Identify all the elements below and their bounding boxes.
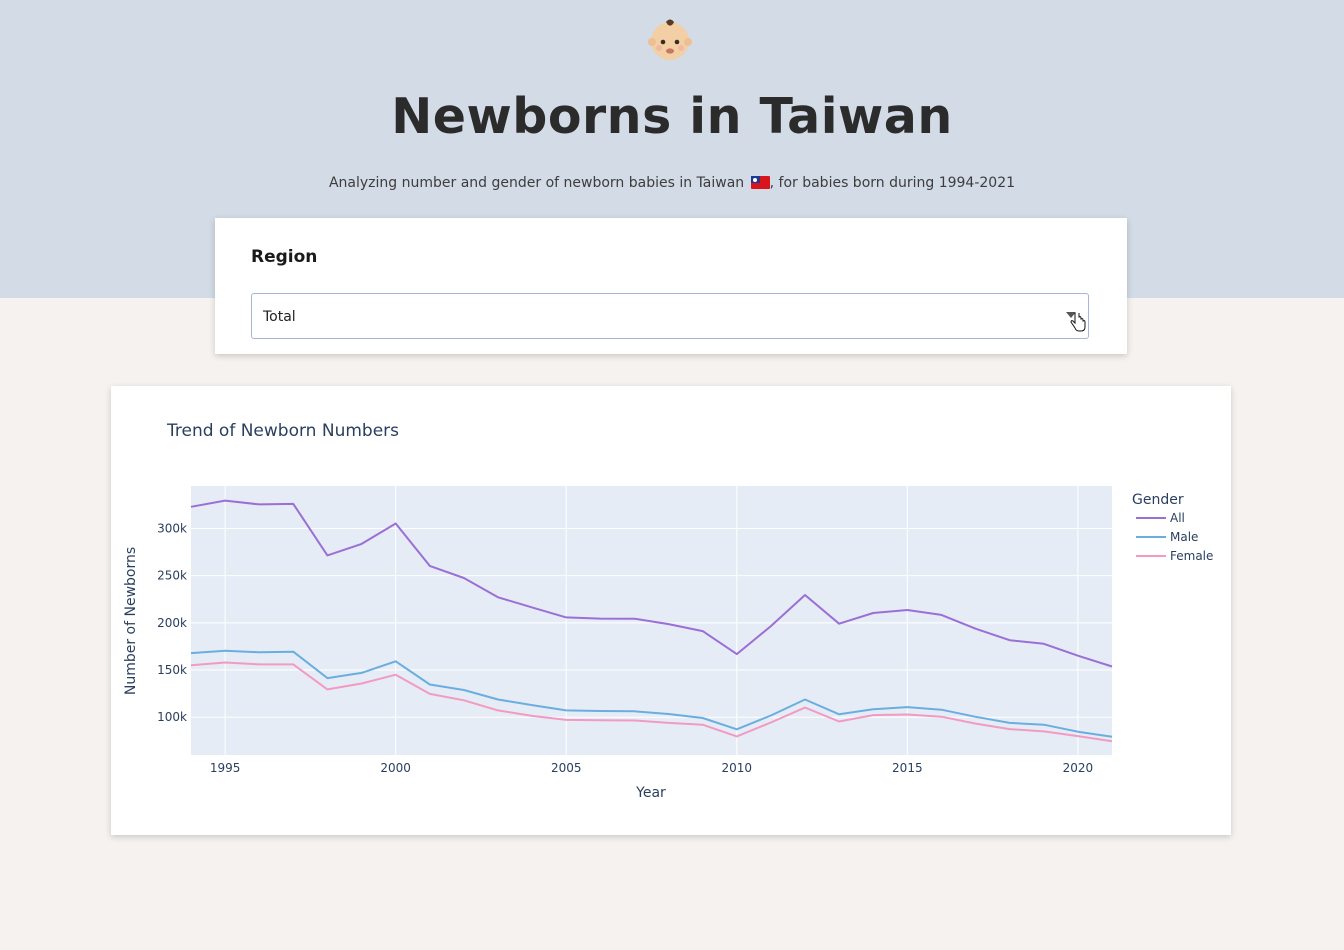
y-tick-label: 300k [157,521,187,535]
series-layer [190,499,1113,743]
x-tick-label: 2015 [892,761,923,775]
y-tick-label: 100k [157,710,187,724]
y-tick-label: 200k [157,616,187,630]
y-tick-label: 150k [157,663,187,677]
page-title: Newborns in Taiwan [391,88,953,145]
trend-chart: Trend of Newborn Numbers 1995 2000 2005 201… [123,421,1213,801]
series-line-female [190,661,1113,743]
region-select-value: Total [263,309,296,325]
taiwan-flag-icon [750,176,770,189]
chart-title: Trend of Newborn Numbers [166,421,399,441]
x-axis-ticks: 1995 2000 2005 2010 2015 2020 [210,761,1093,775]
region-label: Region [251,247,318,267]
y-tick-label: 250k [157,569,187,583]
series-line-all [190,499,1113,668]
y-axis-ticks: 100k 150k 200k 250k 300k [157,521,187,724]
baby-face-icon [648,19,692,60]
subtitle-text-end: , for babies born during 1994-2021 [769,175,1016,191]
x-tick-label: 2010 [722,761,753,775]
legend-label-male[interactable]: Male [1170,530,1198,544]
region-filter-card: Region Total [215,218,1127,354]
subtitle-text-start: Analyzing number and gender of newborn b… [328,175,749,191]
chevron-down-icon [1066,312,1076,318]
x-tick-label: 2020 [1063,761,1094,775]
legend-label-all[interactable]: All [1170,511,1185,525]
series-line-male [190,649,1113,738]
region-select[interactable]: Total [251,293,1089,339]
legend-label-female[interactable]: Female [1170,549,1213,563]
x-axis-title: Year [635,785,666,801]
x-tick-label: 1995 [210,761,241,775]
legend: Gender All Male Female [1132,492,1213,563]
legend-title: Gender [1132,492,1184,508]
hand-pointer-cursor-icon [1070,313,1086,332]
x-tick-label: 2005 [551,761,582,775]
y-axis-title: Number of Newborns [123,547,139,695]
page-subtitle: Analyzing number and gender of newborn b… [0,175,1344,191]
x-tick-label: 2000 [380,761,411,775]
trend-chart-card: Trend of Newborn Numbers 1995 2000 2005 201… [111,386,1231,835]
